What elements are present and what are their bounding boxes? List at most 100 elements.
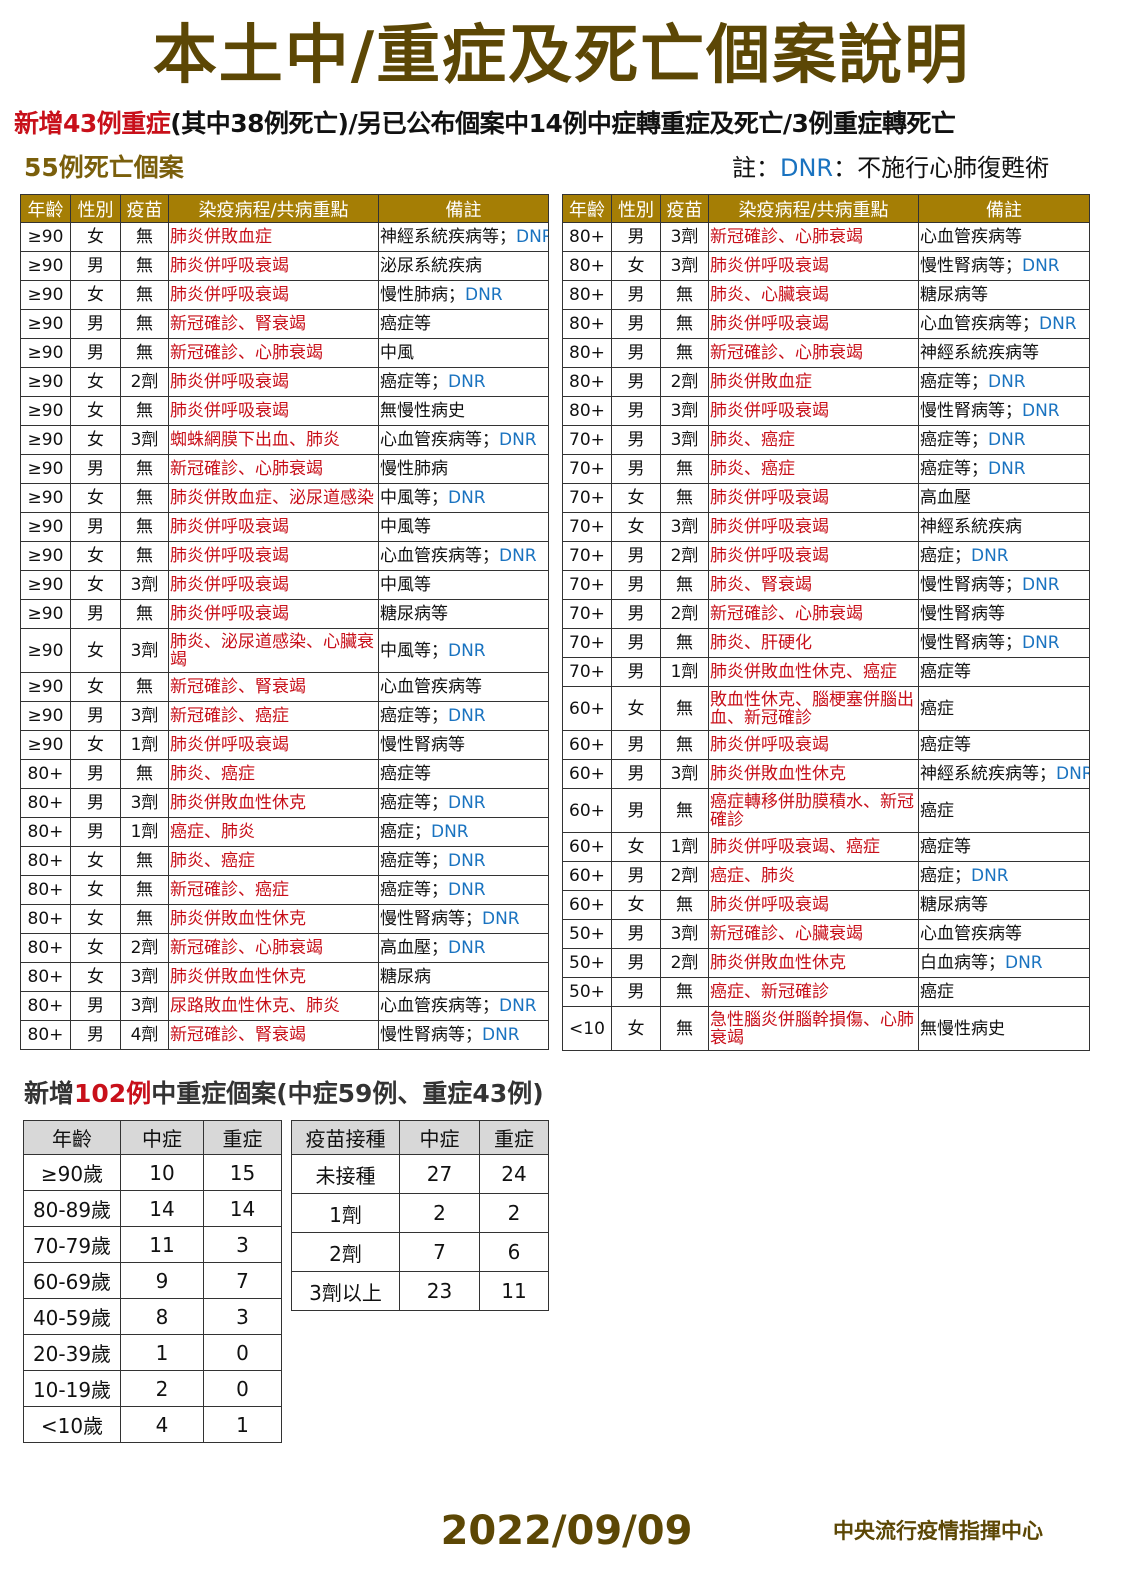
course-cell: 蜘蛛網膜下出血、肺炎 — [168, 425, 379, 455]
header-row: 年齡 性別 疫苗 染疫病程/共病重點 備註 — [20, 194, 549, 223]
note-text: 高血壓 — [920, 488, 971, 508]
course-cell: 新冠確診、癌症 — [168, 701, 379, 731]
age-cell: 70+ — [562, 599, 612, 629]
sex-cell: 男 — [70, 338, 121, 368]
table-row: 70+ 女無肺炎併呼吸衰竭 高血壓 — [562, 483, 1090, 513]
table-row: <10歲 4 1 — [23, 1406, 282, 1443]
note-text: 癌症； — [920, 546, 971, 566]
note-text: 慢性腎病等； — [920, 401, 1022, 421]
note-text: 癌症等 — [920, 662, 971, 682]
vaccine-cell: 3劑 — [120, 701, 169, 731]
age-cell: ≥90 — [20, 672, 71, 702]
course-cell: 癌症、新冠確診 — [708, 977, 919, 1007]
header-row: 年齡 中症 重症 — [23, 1120, 282, 1155]
note-text: 神經系統疾病 — [920, 517, 1022, 537]
note-text: 神經系統疾病等 — [920, 343, 1039, 363]
table-row: 80+ 男 2劑 肺炎併敗血症 癌症等；DNR — [562, 367, 1090, 397]
sex-cell: 男 — [611, 541, 661, 571]
vaccine-cell: 無 — [660, 686, 709, 731]
vaccine-cell: 2劑 — [660, 541, 709, 571]
course-cell: 肺炎併呼吸衰竭 — [708, 730, 919, 760]
course-cell: 肺炎、癌症 — [168, 759, 379, 789]
note-text: 慢性肺病； — [380, 285, 465, 305]
note-cell: 心血管疾病等 — [918, 919, 1090, 949]
table-row: 60+ 女無肺炎併呼吸衰竭 糖尿病等 — [562, 890, 1090, 920]
sex-cell: 男 — [611, 570, 661, 600]
vaccine-cell: 3劑 — [660, 512, 709, 542]
vaccine-cell: 無 — [120, 309, 169, 339]
age-cell: ≥90 — [20, 454, 71, 484]
course-cell: 新冠確診、腎衰竭 — [168, 1020, 379, 1050]
note-text: 高血壓； — [380, 938, 448, 958]
age-cell: 80+ — [20, 904, 71, 934]
age-cell: ≥90 — [20, 396, 71, 426]
note-text: 癌症等 — [920, 837, 971, 857]
age-cell: 80+ — [562, 396, 612, 426]
vaccine-cell: 無 — [120, 280, 169, 310]
note-text: 癌症； — [920, 866, 971, 886]
table-row: 80+ 女 3劑 肺炎併呼吸衰竭 慢性腎病等；DNR — [562, 251, 1090, 281]
table-row: ≥90 男無新冠確診、心肺衰竭 中風 — [20, 338, 549, 368]
sex-cell: 男 — [611, 454, 661, 484]
course-cell: 肺炎、腎衰竭 — [708, 570, 919, 600]
note-text: 癌症等； — [380, 793, 448, 813]
table-row: 50+ 男 3劑 新冠確診、心臟衰竭 心血管疾病等 — [562, 919, 1090, 949]
note-cell: 中風等 — [378, 570, 549, 600]
course-cell: 新冠確診、腎衰竭 — [168, 309, 379, 339]
header-moderate: 中症 — [120, 1120, 204, 1155]
table-row: 80+ 男無肺炎、癌症 癌症等 — [20, 759, 549, 789]
sex-cell: 男 — [611, 657, 661, 687]
vaccine-cell: 無 — [660, 628, 709, 658]
course-cell: 肺炎併呼吸衰竭 — [708, 251, 919, 281]
note-cell: 中風等 — [378, 512, 549, 542]
note-cell: 神經系統疾病等；DNR — [918, 759, 1090, 789]
note-text: 神經系統疾病等； — [920, 764, 1056, 784]
dnr-label: DNR — [448, 640, 486, 661]
table-row: ≥90 男無新冠確診、心肺衰竭 慢性肺病 — [20, 454, 549, 484]
table-row: 40-59歲 8 3 — [23, 1298, 282, 1335]
sex-cell: 男 — [70, 1020, 121, 1050]
table-row: 70+ 男 3劑 肺炎、癌症 癌症等；DNR — [562, 425, 1090, 455]
age-cell: 80+ — [562, 222, 612, 252]
severe-cell: 0 — [203, 1370, 282, 1407]
note-text: 心血管疾病等； — [920, 314, 1039, 334]
note-cell: 神經系統疾病等；DNR — [378, 222, 549, 252]
table-row: ≥90 女無新冠確診、腎衰竭 心血管疾病等 — [20, 672, 549, 702]
note-text: 中風等； — [380, 640, 448, 661]
age-cell: ≥90 — [20, 541, 71, 571]
table-row: 70+ 男無肺炎、肝硬化 慢性腎病等；DNR — [562, 628, 1090, 658]
category-cell: 60-69歲 — [23, 1262, 121, 1299]
header-row: 疫苗接種 中症 重症 — [291, 1120, 549, 1155]
header-severe: 重症 — [203, 1120, 282, 1155]
moderate-cell: 27 — [399, 1154, 480, 1194]
note-cell: 心血管疾病等 — [918, 222, 1090, 252]
note-cell: 癌症等；DNR — [918, 367, 1090, 397]
table-row: 80+ 女無新冠確診、癌症 癌症等；DNR — [20, 875, 549, 905]
table-row: 80-89歲 14 14 — [23, 1190, 282, 1227]
table-row: 80+ 女 3劑 肺炎併敗血性休克 糖尿病 — [20, 962, 549, 992]
age-cell: 70+ — [562, 483, 612, 513]
vaccine-cell: 3劑 — [660, 425, 709, 455]
table-row: 80+ 男無肺炎併呼吸衰竭 心血管疾病等；DNR — [562, 309, 1090, 339]
note-cell: 癌症等 — [918, 730, 1090, 760]
sex-cell: 男 — [70, 599, 121, 629]
table-row: 80+ 男 3劑 肺炎併敗血性休克 癌症等；DNR — [20, 788, 549, 818]
vaccine-cell: 無 — [660, 338, 709, 368]
course-cell: 肺炎併敗血性休克 — [168, 904, 379, 934]
header-note: 備註 — [918, 194, 1090, 223]
header-vaccine: 疫苗 — [660, 194, 709, 223]
table-row: 60+ 男 2劑 癌症、肺炎 癌症；DNR — [562, 861, 1090, 891]
age-cell: 80+ — [562, 367, 612, 397]
dnr-label: DNR — [988, 459, 1026, 479]
table-row: 80+ 男 3劑 尿路敗血性休克、肺炎 心血管疾病等；DNR — [20, 991, 549, 1021]
severe-cell: 11 — [479, 1271, 549, 1311]
course-cell: 肺炎併敗血性休克、癌症 — [708, 657, 919, 687]
table-row: 50+ 男無癌症、新冠確診 癌症 — [562, 977, 1090, 1007]
table-row: 80+ 男無新冠確診、心肺衰竭 神經系統疾病等 — [562, 338, 1090, 368]
note-cell: 中風等；DNR — [378, 628, 549, 673]
age-stats-table: 年齡 中症 重症 ≥90歲 10 15 80-89歲 14 14 70-79歲 11 3 60-6… — [23, 1120, 282, 1443]
vaccine-cell: 3劑 — [120, 788, 169, 818]
table-row: 80+ 男 3劑 新冠確診、心肺衰竭 心血管疾病等 — [562, 222, 1090, 252]
course-cell: 肺炎併呼吸衰竭 — [708, 541, 919, 571]
